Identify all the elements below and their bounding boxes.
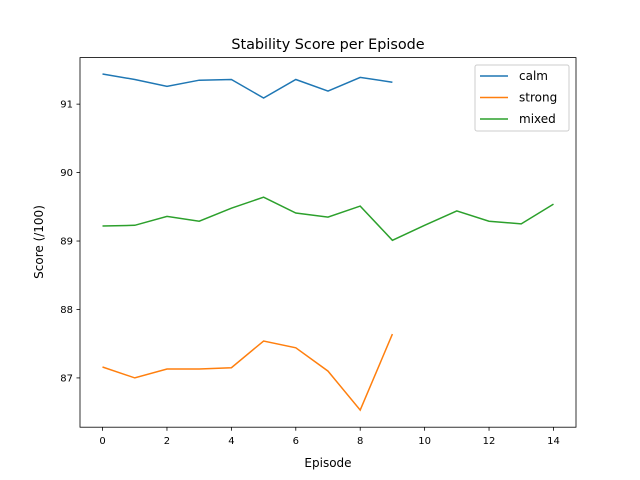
y-tick-label: 91: [60, 100, 73, 111]
chart-title: Stability Score per Episode: [231, 37, 424, 53]
y-tick-label: 90: [60, 168, 73, 179]
series-line-strong: [102, 333, 394, 412]
legend-label-calm: calm: [519, 69, 548, 83]
legend: calm strong mixed: [474, 64, 570, 132]
x-tick-label: 10: [418, 436, 431, 447]
y-tick-label: 89: [60, 237, 73, 248]
y-tick-label: 87: [60, 373, 73, 384]
legend-label-strong: strong: [519, 91, 557, 105]
x-tick-label: 8: [357, 436, 363, 447]
x-tick-label: 0: [99, 436, 105, 447]
series-line-mixed: [102, 196, 554, 242]
legend-label-mixed: mixed: [519, 112, 556, 126]
x-tick-label: 6: [293, 436, 299, 447]
series-line-calm: [102, 73, 393, 99]
x-tick-label: 2: [164, 436, 170, 447]
y-axis-label: Score (/100): [32, 205, 46, 279]
legend-box: [474, 64, 570, 132]
plot-frame: [79, 57, 577, 428]
y-tick-label: 88: [60, 305, 73, 316]
x-tick-label: 12: [483, 436, 496, 447]
x-tick-label: 14: [547, 436, 560, 447]
x-tick-label: 4: [228, 436, 234, 447]
x-axis-label: Episode: [304, 456, 351, 470]
